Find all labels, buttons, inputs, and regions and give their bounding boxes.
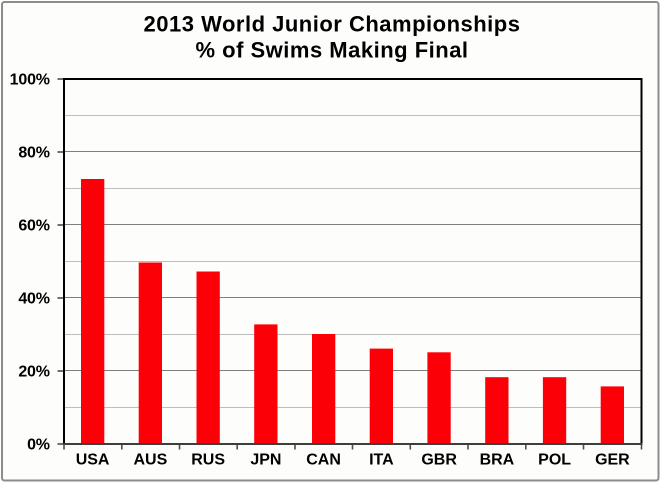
- svg-text:20%: 20%: [18, 363, 49, 380]
- svg-text:0%: 0%: [27, 436, 50, 453]
- svg-text:GBR: GBR: [421, 452, 457, 469]
- svg-text:GER: GER: [595, 452, 630, 469]
- svg-text:2013 World Junior Championship: 2013 World Junior Championships: [144, 11, 521, 36]
- svg-text:ITA: ITA: [369, 452, 394, 469]
- svg-text:BRA: BRA: [480, 452, 515, 469]
- svg-text:% of Swims Making Final: % of Swims Making Final: [195, 37, 468, 62]
- svg-text:JPN: JPN: [250, 452, 281, 469]
- svg-text:60%: 60%: [18, 217, 49, 234]
- svg-text:RUS: RUS: [191, 452, 225, 469]
- svg-text:POL: POL: [538, 452, 571, 469]
- svg-text:USA: USA: [76, 452, 110, 469]
- svg-text:100%: 100%: [10, 71, 50, 88]
- svg-text:AUS: AUS: [134, 452, 168, 469]
- svg-text:CAN: CAN: [306, 452, 341, 469]
- svg-text:40%: 40%: [18, 290, 49, 307]
- svg-text:80%: 80%: [18, 144, 49, 161]
